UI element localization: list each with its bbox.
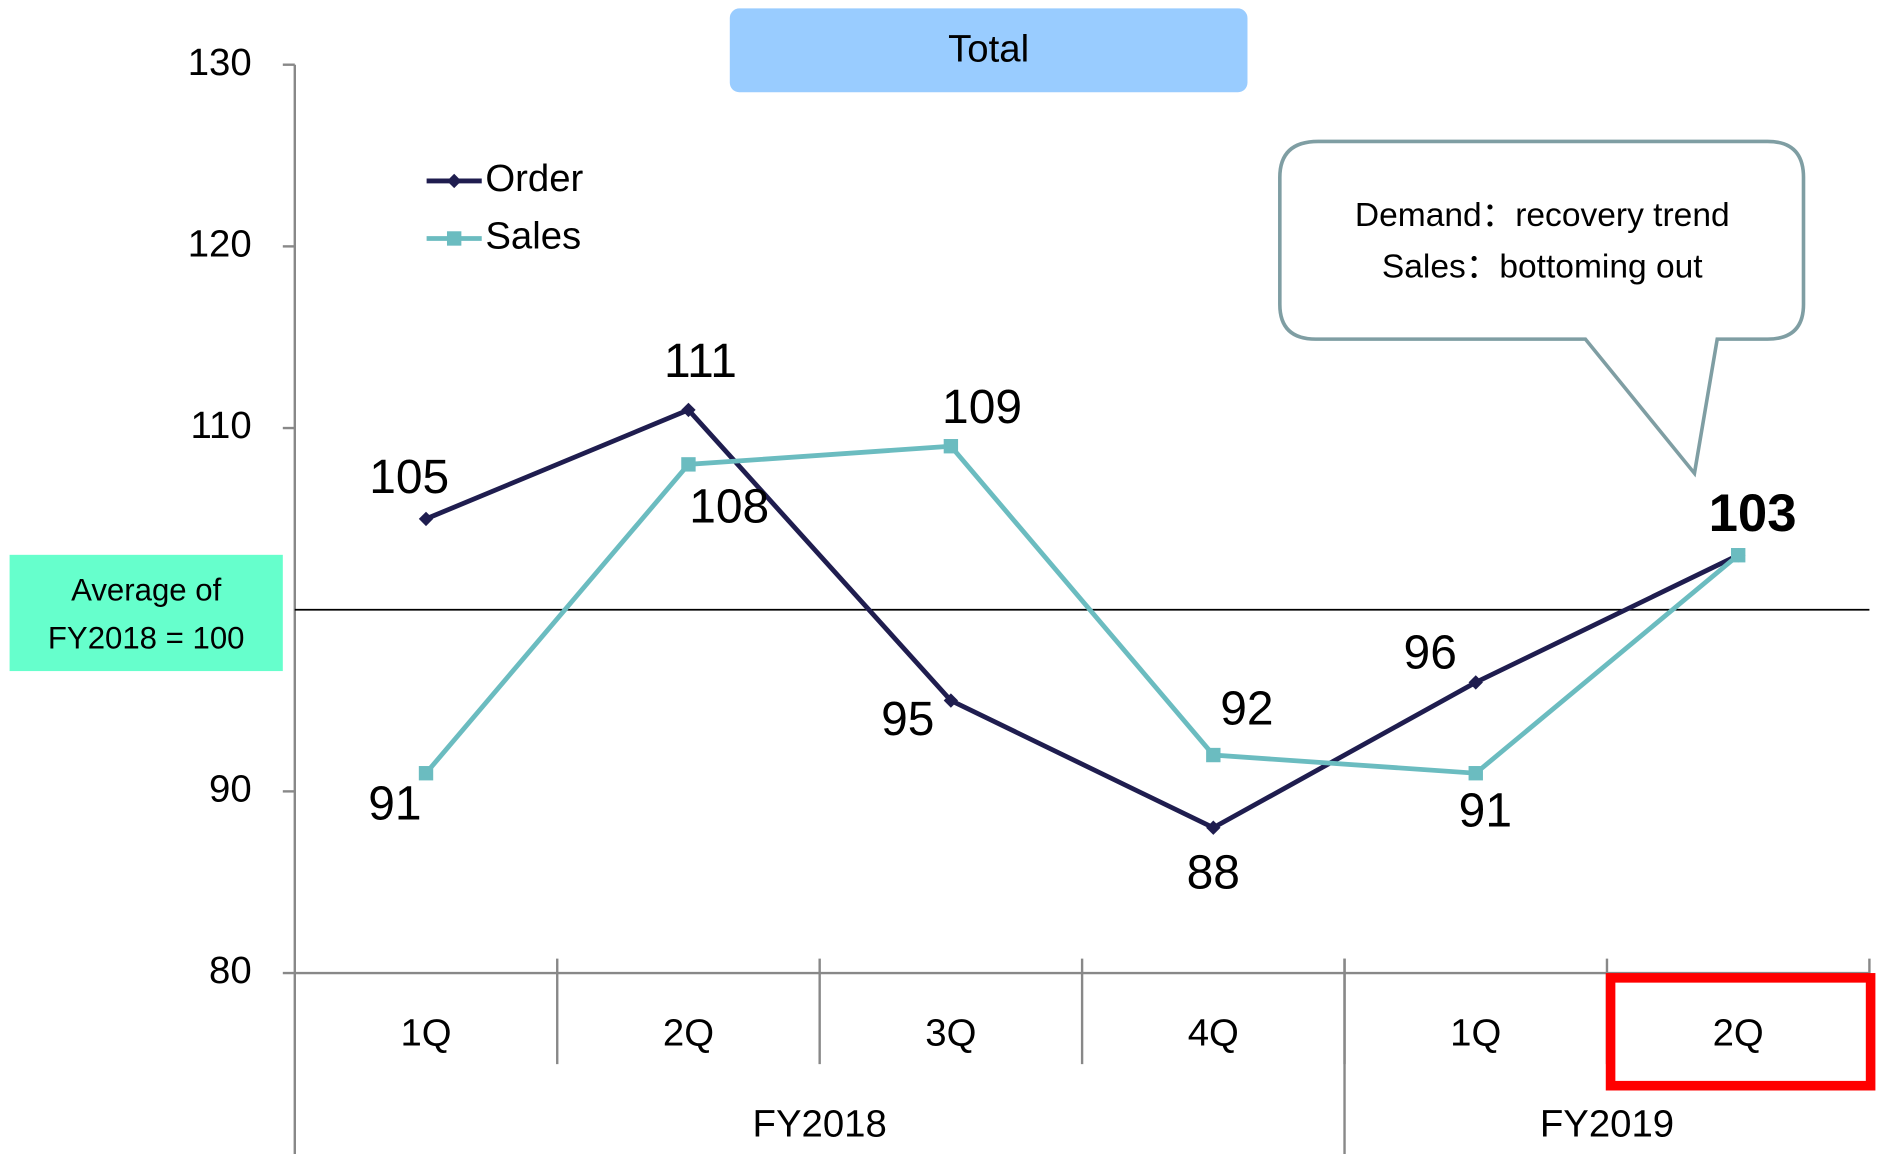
data-label: 88 — [1187, 846, 1240, 899]
title-box — [729, 8, 1248, 93]
callout — [1278, 139, 1806, 478]
data-label: 91 — [368, 777, 421, 830]
data-label: 96 — [1404, 627, 1457, 680]
point — [418, 511, 434, 527]
y-tick-label: 110 — [191, 404, 252, 447]
data-label: 103 — [1709, 484, 1797, 543]
data-label: 91 — [1459, 785, 1512, 838]
y-tick-label: 120 — [188, 223, 252, 266]
reference-label: Average of FY2018 = 100 — [47, 571, 245, 655]
y-tick-label: 80 — [209, 949, 252, 992]
annotation: Sales：bottoming out — [1382, 248, 1703, 285]
group-label: FY2018 — [753, 1103, 887, 1146]
data-label: 92 — [1220, 683, 1273, 736]
series-line — [425, 407, 1740, 831]
point — [1468, 766, 1483, 781]
annotation: Demand：recovery trend — [1355, 197, 1730, 234]
series-line — [424, 443, 1740, 776]
point — [943, 693, 959, 708]
x-tick-label: 1Q — [1450, 1011, 1501, 1054]
x-tick-label: 2Q — [1713, 1011, 1764, 1054]
data-label: 108 — [689, 481, 769, 534]
highlight-box — [1605, 973, 1876, 1091]
point — [1206, 747, 1221, 763]
point — [418, 766, 434, 781]
reference-label-box — [9, 554, 283, 672]
point — [446, 173, 462, 189]
legend-label: Order — [485, 157, 583, 200]
reference-label-wrap: Average of FY2018 = 100 — [47, 571, 245, 655]
point — [446, 231, 462, 246]
data-label: 105 — [369, 451, 449, 504]
point — [943, 439, 959, 454]
point — [1731, 548, 1746, 563]
group-label: FY2019 — [1540, 1103, 1674, 1146]
x-tick-label: 1Q — [400, 1011, 451, 1054]
x-tick-label: 2Q — [663, 1011, 714, 1054]
x-tick-label: 3Q — [925, 1011, 976, 1054]
point — [681, 457, 696, 472]
y-tick-label: 90 — [209, 768, 252, 811]
legend-label: Sales — [485, 215, 581, 258]
data-label: 95 — [881, 693, 934, 746]
chart-title: Total — [948, 28, 1029, 71]
data-label: 109 — [942, 381, 1022, 434]
data-label: 111 — [664, 335, 737, 388]
y-tick-label: 130 — [188, 41, 252, 84]
x-tick-label: 4Q — [1188, 1011, 1239, 1054]
point — [681, 402, 696, 418]
